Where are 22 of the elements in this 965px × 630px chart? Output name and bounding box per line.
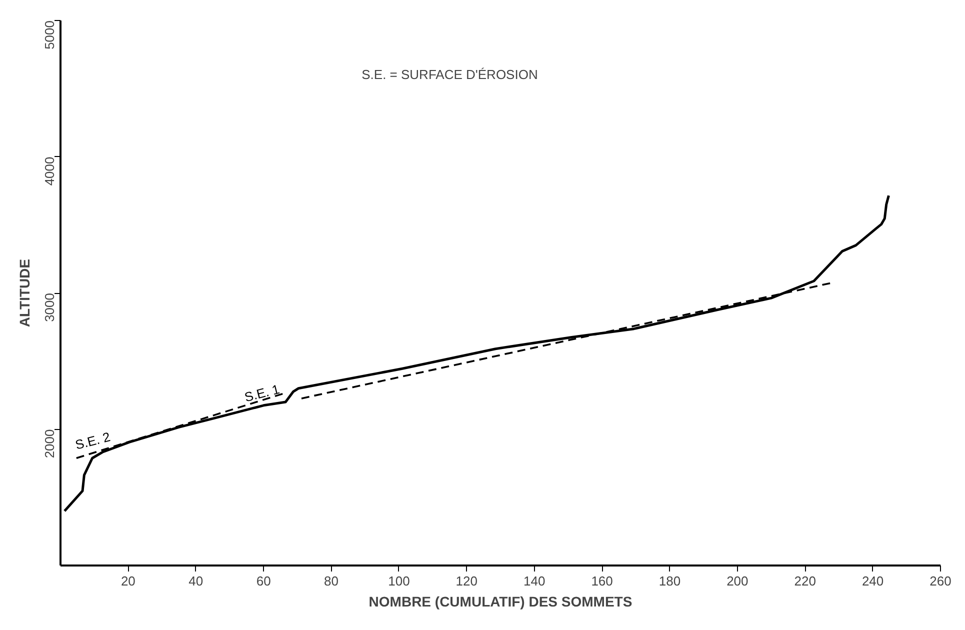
annotation: S.E. = SURFACE D'ÉROSION bbox=[362, 66, 538, 82]
annotation: S.E. 1 bbox=[242, 381, 281, 405]
x-tick-label: 220 bbox=[794, 574, 816, 588]
x-tick-label: 240 bbox=[862, 574, 884, 588]
x-tick-label: 80 bbox=[324, 574, 339, 588]
y-tick-label: 5000 bbox=[42, 20, 57, 50]
y-axis-title: ALTITUDE bbox=[16, 258, 32, 328]
x-tick-label: 160 bbox=[591, 574, 613, 588]
x-tick-label: 200 bbox=[726, 574, 748, 588]
x-tick-label: 40 bbox=[188, 574, 204, 588]
x-tick-label: 180 bbox=[658, 574, 681, 588]
x-tick-label: 260 bbox=[930, 574, 952, 588]
x-tick-label: 140 bbox=[524, 574, 546, 588]
y-tick-label: 4000 bbox=[42, 156, 57, 186]
y-tick-label: 2000 bbox=[42, 429, 57, 458]
x-tick-label: 20 bbox=[120, 574, 136, 588]
x-tick-label: 100 bbox=[388, 574, 410, 588]
x-axis-title: NOMBRE (CUMULATIF) DES SOMMETS bbox=[368, 594, 632, 610]
annotation: S.E. 2 bbox=[74, 429, 112, 452]
x-tick-label: 120 bbox=[456, 574, 478, 588]
x-tick-label: 60 bbox=[256, 574, 271, 588]
y-tick-label: 3000 bbox=[42, 293, 57, 322]
